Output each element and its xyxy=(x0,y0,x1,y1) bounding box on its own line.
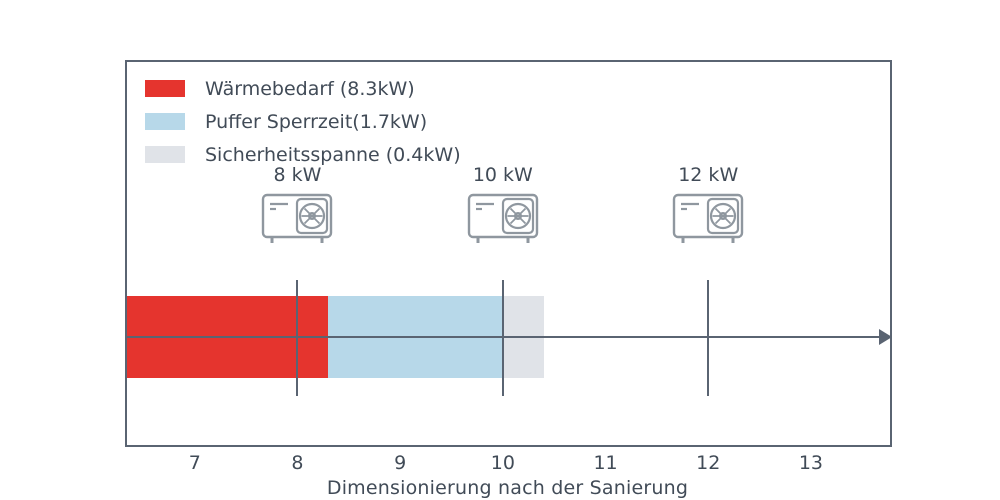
heatpump-marker-8kw: 8 kW xyxy=(260,164,334,246)
axis-arrow-head xyxy=(879,329,892,345)
legend-swatch-blue xyxy=(145,113,185,130)
x-tick-13: 13 xyxy=(798,452,824,474)
legend-item-puffer-sperrzeit: Puffer Sperrzeit(1.7kW) xyxy=(145,105,461,138)
heatpump-power-label: 10 kW xyxy=(472,164,533,186)
x-tick-labels: 7 8 9 10 11 12 13 xyxy=(127,452,890,476)
marker-line-12kw xyxy=(707,280,710,396)
legend-swatch-gray xyxy=(145,146,185,163)
x-axis-label: Dimensionierung nach der Sanierung xyxy=(326,477,689,499)
x-tick-9: 9 xyxy=(394,452,407,474)
x-tick-7: 7 xyxy=(188,452,201,474)
legend-label: Wärmebedarf (8.3kW) xyxy=(205,77,415,100)
plot-area: Wärmebedarf (8.3kW) Puffer Sperrzeit(1.7… xyxy=(125,60,892,447)
heatpump-marker-12kw: 12 kW xyxy=(671,164,745,246)
heatpump-icon xyxy=(673,193,744,243)
legend-label: Puffer Sperrzeit(1.7kW) xyxy=(205,110,428,133)
x-tick-11: 11 xyxy=(593,452,618,474)
legend-item-sicherheitsspanne: Sicherheitsspanne (0.4kW) xyxy=(145,138,461,171)
heatpump-marker-10kw: 10 kW xyxy=(466,164,540,246)
heatpump-icon xyxy=(467,193,539,243)
legend-swatch-red xyxy=(145,80,185,97)
heatpump-power-label: 8 kW xyxy=(273,164,322,186)
x-tick-8: 8 xyxy=(291,452,304,474)
marker-line-8kw xyxy=(296,280,299,396)
x-tick-12: 12 xyxy=(696,452,721,474)
legend: Wärmebedarf (8.3kW) Puffer Sperrzeit(1.7… xyxy=(145,72,461,171)
x-tick-10: 10 xyxy=(490,452,515,474)
heatpump-icon xyxy=(262,193,333,243)
heatpump-power-label: 12 kW xyxy=(678,164,739,186)
legend-label: Sicherheitsspanne (0.4kW) xyxy=(205,143,461,166)
axis-arrow-line xyxy=(127,336,890,338)
marker-line-10kw xyxy=(501,280,504,396)
legend-item-waermebedarf: Wärmebedarf (8.3kW) xyxy=(145,72,461,105)
